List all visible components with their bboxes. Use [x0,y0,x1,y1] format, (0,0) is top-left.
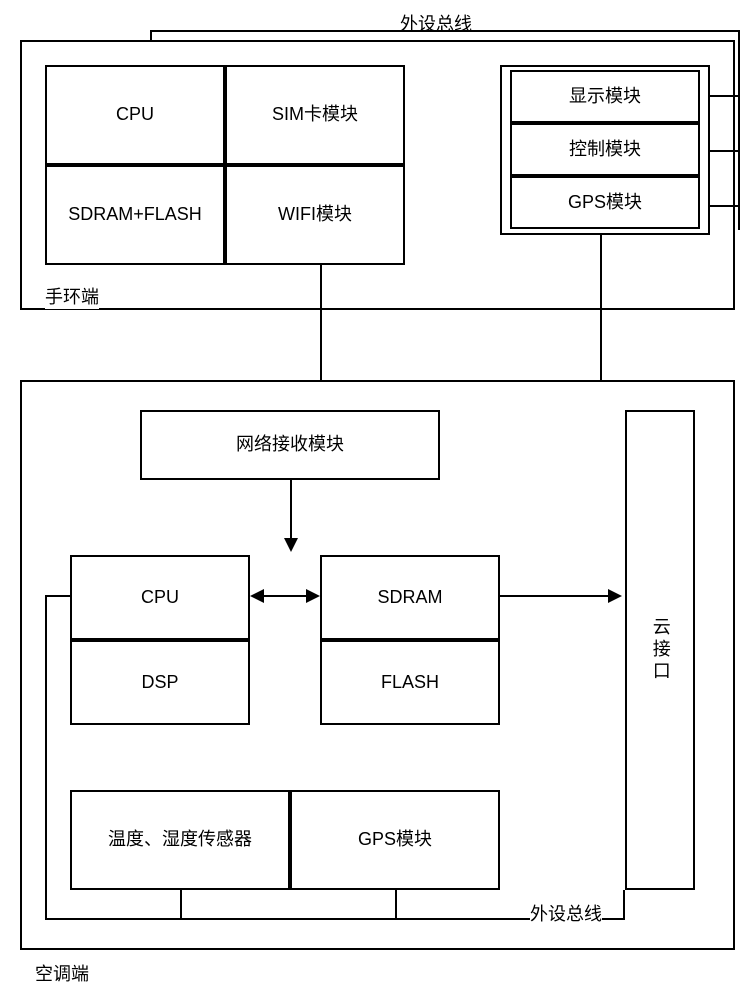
bus-line [738,30,740,230]
bus-line [710,150,740,152]
cloud-box: 云接口 [625,410,695,890]
conn-line [262,595,308,597]
net-recv-label: 网络接收模块 [236,433,344,456]
control-label: 控制模块 [569,138,641,161]
peripheral-bus-bottom-label: 外设总线 [530,900,602,926]
arrow-icon [284,538,298,552]
flash-ac-box: FLASH [320,640,500,725]
dsp-label: DSP [141,671,178,694]
sdram-flash-label: SDRAM+FLASH [68,203,202,226]
arrow-icon [250,589,264,603]
dsp-box: DSP [70,640,250,725]
bus-line [180,890,182,920]
arrow-icon [306,589,320,603]
bus-line [710,95,740,97]
bracelet-end-label: 手环端 [45,283,99,309]
sdram-ac-box: SDRAM [320,555,500,640]
wifi-box: WIFI模块 [225,165,405,265]
ac-end-label: 空调端 [35,960,89,986]
bus-line [45,595,70,597]
arrow-icon [608,589,622,603]
sensor-box: 温度、湿度传感器 [70,790,290,890]
gps-ac-box: GPS模块 [290,790,500,890]
sdram-ac-label: SDRAM [377,586,442,609]
bus-line [45,595,47,920]
gps-bracelet-label: GPS模块 [568,191,642,214]
sensor-label: 温度、湿度传感器 [108,828,252,851]
display-label: 显示模块 [569,85,641,108]
gps-ac-label: GPS模块 [358,828,432,851]
cpu-ac-label: CPU [141,586,179,609]
display-box: 显示模块 [510,70,700,123]
conn-line [290,480,292,540]
wifi-label: WIFI模块 [278,203,352,226]
bus-line [395,890,397,920]
bus-line [710,205,740,207]
sim-box: SIM卡模块 [225,65,405,165]
cpu-label: CPU [116,103,154,126]
bus-line [150,30,740,32]
conn-line [500,595,610,597]
flash-ac-label: FLASH [381,671,439,694]
cloud-label: 云接口 [648,617,671,683]
cpu-ac-box: CPU [70,555,250,640]
sdram-flash-box: SDRAM+FLASH [45,165,225,265]
peripheral-bus-top-label: 外设总线 [400,10,472,36]
gps-bracelet-box: GPS模块 [510,176,700,229]
control-box: 控制模块 [510,123,700,176]
bus-line [623,890,625,920]
net-recv-box: 网络接收模块 [140,410,440,480]
sim-label: SIM卡模块 [272,103,358,126]
cpu-box: CPU [45,65,225,165]
